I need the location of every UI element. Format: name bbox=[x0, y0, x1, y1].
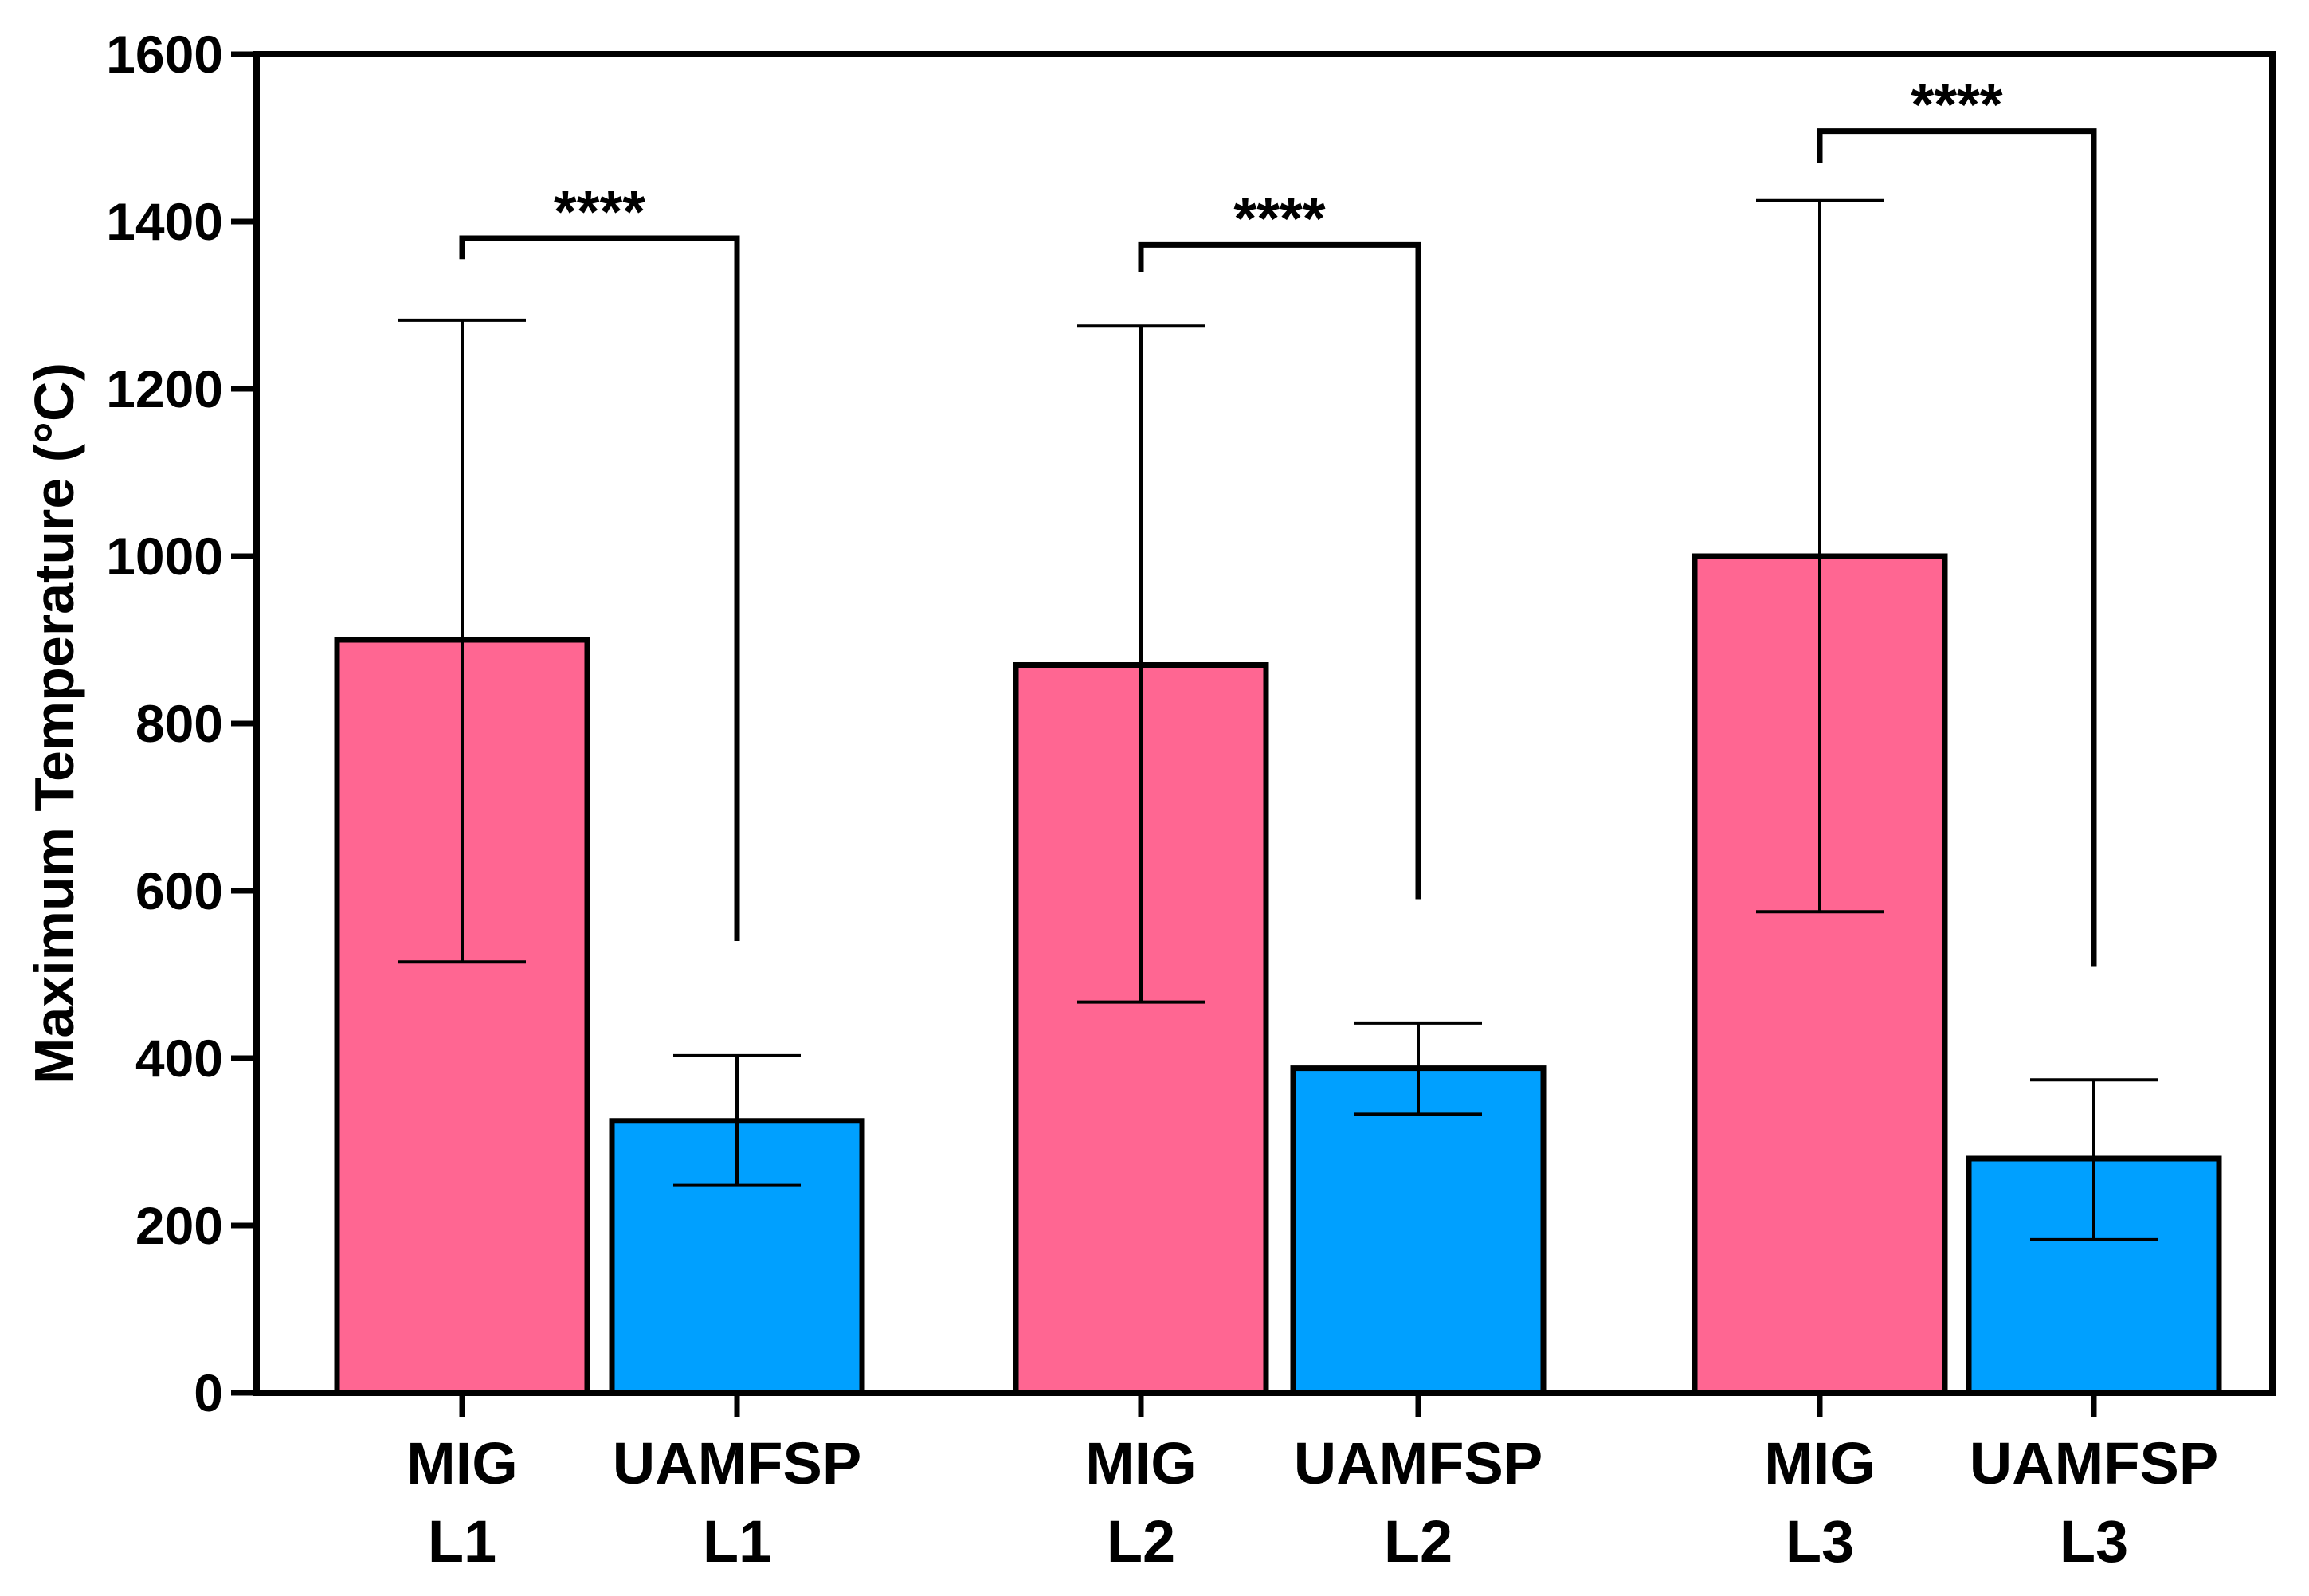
x-tick-label-line2: L2 bbox=[1384, 1508, 1452, 1574]
x-tick-label-line1: MIG bbox=[1085, 1430, 1197, 1496]
x-axis-ticks: MIG L1 UAMFSP L1 MIG L2 UAMFSP L2 MIG L3 UAMFSP L3 bbox=[406, 1393, 2218, 1574]
x-tick-label-line1: UAMFSP bbox=[1294, 1430, 1543, 1496]
x-tick-label-line2: L3 bbox=[1786, 1508, 1854, 1574]
x-tick-label-line2: L1 bbox=[428, 1508, 496, 1574]
y-tick-label: 400 bbox=[135, 1029, 223, 1088]
y-axis-title: Maximum Temperature (°C) bbox=[23, 363, 85, 1084]
x-tick-label-line2: L3 bbox=[2060, 1508, 2128, 1574]
significance-bracket bbox=[459, 235, 740, 941]
x-tick-label-line2: L1 bbox=[703, 1508, 771, 1574]
error-bars-group bbox=[398, 198, 2158, 1241]
y-tick-label: 200 bbox=[135, 1196, 223, 1255]
y-tick-label: 1200 bbox=[106, 359, 223, 418]
x-tick-label-line1: UAMFSP bbox=[613, 1430, 861, 1496]
y-tick-label: 800 bbox=[135, 694, 223, 753]
significance-brackets: **** **** **** bbox=[459, 72, 2097, 967]
x-tick-label-line1: MIG bbox=[406, 1430, 518, 1496]
y-tick-label: 0 bbox=[194, 1363, 223, 1422]
bars-group bbox=[334, 553, 2222, 1396]
y-tick-label: 1600 bbox=[106, 25, 223, 84]
bar-uamfsp-l2 bbox=[1290, 1065, 1547, 1396]
significance-bracket bbox=[1817, 128, 2097, 967]
y-axis-ticks: 0 200 400 600 800 1000 1200 1400 1600 bbox=[106, 25, 257, 1422]
y-tick-label: 1000 bbox=[106, 527, 223, 586]
significance-bracket bbox=[1138, 241, 1421, 900]
significance-label: **** bbox=[1911, 72, 2002, 138]
y-tick-label: 1400 bbox=[106, 192, 223, 251]
y-tick-label: 600 bbox=[135, 861, 223, 920]
x-tick-label-line1: UAMFSP bbox=[1970, 1430, 2218, 1496]
significance-label: **** bbox=[554, 178, 645, 245]
significance-label: **** bbox=[1233, 185, 1325, 251]
x-tick-label-line2: L2 bbox=[1107, 1508, 1175, 1574]
x-tick-label-line1: MIG bbox=[1764, 1430, 1876, 1496]
